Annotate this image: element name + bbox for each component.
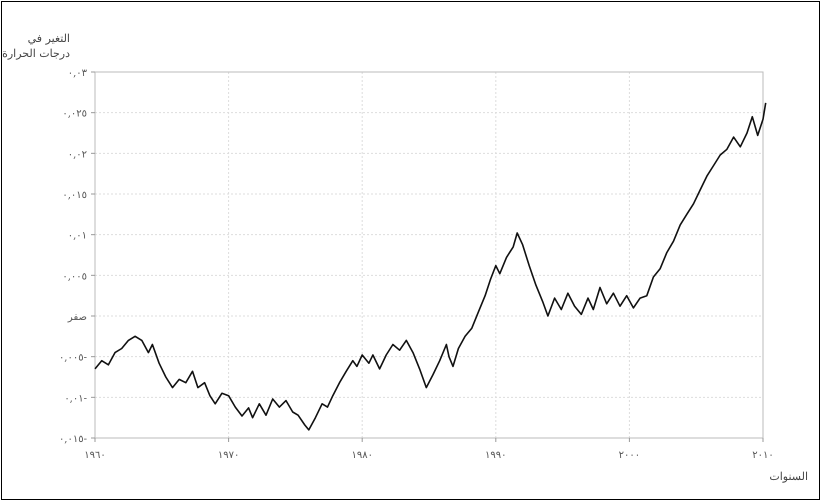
x-tick-label: ١٩٩٠ <box>485 450 506 461</box>
x-tick-label: ١٩٨٠ <box>351 450 372 461</box>
y-axis-title-line-1: التغير في <box>28 32 70 45</box>
x-tick-label: ١٩٦٠ <box>84 450 105 461</box>
x-axis: ١٩٦٠ ١٩٧٠ ١٩٨٠ ١٩٩٠ ٢٠٠٠ ٢٠١٠ <box>84 438 774 461</box>
x-axis-title: السنوات <box>769 470 808 483</box>
plot-area-border <box>94 71 764 439</box>
y-tick-label: ٠,٠١٥ <box>62 190 87 201</box>
x-tick-label: ٢٠١٠ <box>752 450 773 461</box>
y-tick-label: ٠,٠١ <box>68 231 87 242</box>
x-tick-label: ١٩٧٠ <box>218 450 239 461</box>
x-tick-label: ٢٠٠٠ <box>619 450 640 461</box>
series-line <box>94 102 767 431</box>
y-tick-label: ٠,٠١٥- <box>59 434 87 445</box>
y-axis: ٠,٠٣ ٠,٠٢٥ ٠,٠٢ ٠,٠١٥ ٠,٠١ ٠,٠٠٥ صفر ٠,٠٠٥- ٠,٠١… <box>59 68 95 445</box>
y-tick-label: ٠,٠٢ <box>68 149 87 160</box>
y-tick-label: ٠,٠٢٥ <box>62 109 87 120</box>
y-tick-label: ٠,٠٣ <box>68 68 88 79</box>
y-tick-label: ٠,٠٠٥- <box>59 353 87 364</box>
y-tick-label: صفر <box>67 312 87 323</box>
y-tick-label: ٠,٠١- <box>64 393 87 404</box>
y-tick-label: ٠,٠٠٥ <box>62 271 87 282</box>
y-axis-title-line-2: درجات الحرارة <box>2 47 70 60</box>
